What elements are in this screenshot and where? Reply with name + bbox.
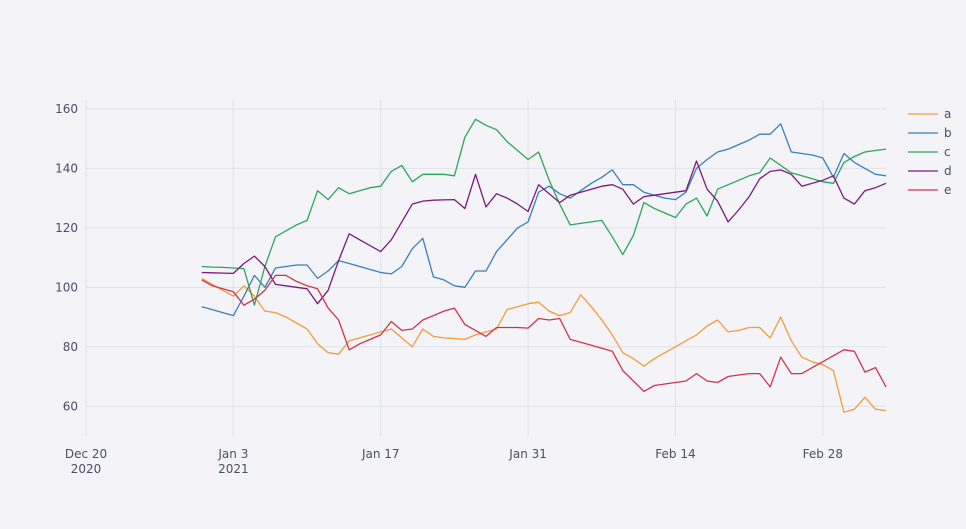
x-tick-year-label: 2020 <box>71 462 102 476</box>
x-tick-label: Jan 17 <box>361 447 400 461</box>
legend-item-d[interactable]: d <box>908 164 952 178</box>
legend-label: c <box>944 145 951 159</box>
y-tick-label: 160 <box>55 102 78 116</box>
series-line-d[interactable] <box>201 160 887 305</box>
x-tick-year-label: 2021 <box>218 462 249 476</box>
legend-item-e[interactable]: e <box>908 183 951 197</box>
y-tick-label: 60 <box>63 399 78 413</box>
plot-area <box>86 100 886 436</box>
y-axis-tick-labels: 60 80 100 120 140 160 <box>55 102 78 413</box>
legend-label: b <box>944 126 952 140</box>
y-tick-label: 120 <box>55 221 78 235</box>
legend-label: a <box>944 107 951 121</box>
series-line-e[interactable] <box>201 274 887 393</box>
legend-label: d <box>944 164 952 178</box>
x-tick-label: Feb 14 <box>655 447 695 461</box>
y-tick-label: 80 <box>63 340 78 354</box>
legend-item-b[interactable]: b <box>908 126 952 140</box>
legend-item-c[interactable]: c <box>908 145 951 159</box>
y-tick-label: 100 <box>55 280 78 294</box>
x-tick-label: Feb 28 <box>803 447 843 461</box>
series-line-c[interactable] <box>201 118 887 306</box>
series-lines <box>201 118 887 413</box>
x-tick-label: Dec 20 <box>65 447 107 461</box>
x-tick-label: Jan 31 <box>508 447 547 461</box>
y-tick-label: 140 <box>55 161 78 175</box>
legend-item-a[interactable]: a <box>908 107 951 121</box>
legend-label: e <box>944 183 951 197</box>
x-tick-label: Jan 3 <box>217 447 248 461</box>
series-line-a[interactable] <box>201 277 887 413</box>
